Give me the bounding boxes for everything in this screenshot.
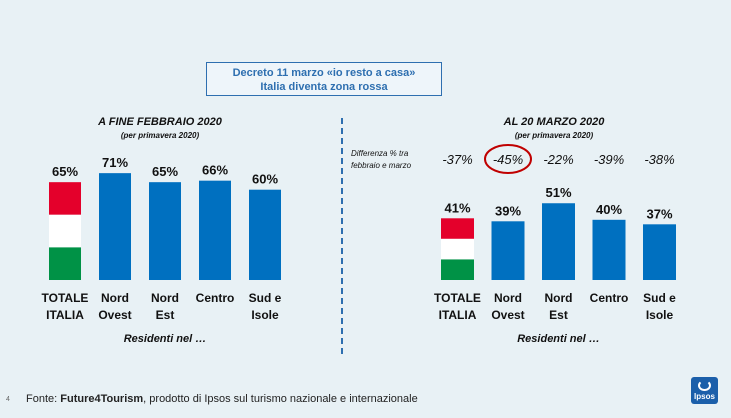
bar-value-label: 66% [202,163,228,178]
bar-value-label: 37% [646,206,672,221]
bar [643,224,676,280]
category-label: Ovest [98,308,131,322]
chart-title: AL 20 MARZO 2020 [503,116,606,128]
bar [249,189,281,280]
bar-value-label: 40% [596,202,622,217]
bar-value-label: 41% [444,200,470,215]
ipsos-logo: Ipsos [691,377,718,404]
bar-value-label: 65% [152,164,178,179]
decree-line-1: Decreto 11 marzo «io resto a casa» [232,67,416,79]
difference-value: -38% [644,152,674,167]
category-label: TOTALE [42,291,89,305]
bar-flag-white [441,238,474,260]
category-label: Sud e [643,291,676,305]
category-label: Sud e [249,291,282,305]
difference-title: febbraio e marzo [351,161,412,170]
bar-value-label: 51% [545,185,571,200]
logo-swoosh-icon [698,380,711,391]
category-label: Isole [251,308,279,322]
highlight-circle [484,144,532,174]
bar [199,180,231,280]
footer-suffix: , prodotto di Ipsos sul turismo nazional… [143,393,418,405]
category-label: Nord [545,291,573,305]
bar-flag-red [49,182,81,215]
category-label: Nord [494,291,522,305]
difference-value: -45% [493,152,523,167]
bar-flag-white [49,214,81,248]
difference-value: -37% [442,152,472,167]
difference-title: Differenza % tra [351,149,409,158]
category-label: Ovest [491,308,524,322]
x-axis-label: Residenti nel … [124,333,207,345]
category-label: ITALIA [46,308,84,322]
page-number: 4 [6,396,10,403]
bar [99,173,131,280]
bar-value-label: 71% [102,155,128,170]
chart-subtitle: (per primavera 2020) [515,131,594,140]
category-label: Centro [590,291,629,305]
bar-value-label: 39% [495,203,521,218]
category-label: Nord [151,291,179,305]
bar-value-label: 60% [252,172,278,187]
category-label: Est [156,308,175,322]
logo-text: Ipsos [694,392,715,401]
x-axis-label: Residenti nel … [517,333,600,345]
panel-divider [341,118,343,354]
category-label: Est [549,308,568,322]
bar [542,203,575,280]
category-label: Nord [101,291,129,305]
decree-line-2: Italia diventa zona rossa [260,81,388,93]
footer-prefix: Fonte: [26,393,61,405]
footer-source-name: Future4Tourism [60,393,144,405]
bar [491,221,525,280]
category-label: TOTALE [434,291,481,305]
bar-value-label: 65% [52,164,78,179]
difference-value: -22% [543,152,573,167]
chart-title: A FINE FEBBRAIO 2020 [97,116,223,128]
category-label: ITALIA [439,308,477,322]
category-label: Centro [196,291,235,305]
bar-flag-green [441,259,474,280]
bar-flag-green [49,247,81,280]
category-label: Isole [646,308,674,322]
chart-subtitle: (per primavera 2020) [121,131,200,140]
difference-value: -39% [594,152,624,167]
bar [592,219,626,280]
bar-flag-red [441,218,474,239]
decree-box: Decreto 11 marzo «io resto a casa» Itali… [206,62,442,96]
bar [149,182,181,280]
footer-source: Fonte: Future4Tourism, prodotto di Ipsos… [26,393,418,405]
